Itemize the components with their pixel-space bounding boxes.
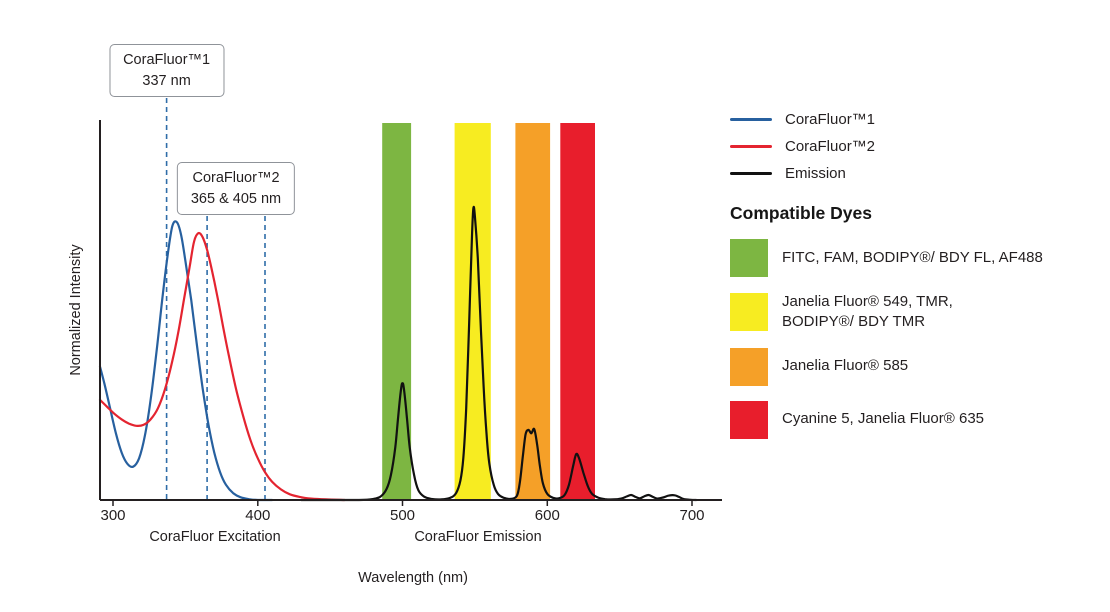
legend-label: Emission (785, 165, 846, 182)
dye-item-orange: Janelia Fluor® 585 (730, 347, 1106, 386)
x-tick-label: 400 (245, 507, 271, 524)
dye-item-yellow: Janelia Fluor® 549, TMR, BODIPY®/ BDY TM… (730, 292, 1106, 333)
compatible-dyes-heading: Compatible Dyes (730, 203, 872, 223)
side-panel: CoraFluor™1 CoraFluor™2 Emission Compati… (730, 106, 1106, 439)
x-tick-label: 600 (534, 507, 560, 524)
legend-label: CoraFluor™2 (785, 138, 876, 155)
annotation-title: CoraFluor™1 (123, 52, 211, 68)
legend-label: CoraFluor™1 (785, 111, 876, 128)
dye-color-swatch-red (730, 400, 768, 439)
legend-line-swatch-red (730, 145, 772, 148)
annotation-wavelength: 337 nm (142, 72, 191, 89)
dye-label: Janelia Fluor® 585 (782, 357, 909, 375)
dye-item-green: FITC, FAM, BODIPY®/ BDY FL, AF488 (730, 239, 1106, 277)
x-axis-label: Wavelength (nm) (358, 570, 468, 586)
x-tick-label: 300 (100, 507, 126, 524)
x-axis-sublabel-excitation: CoraFluor Excitation (149, 529, 281, 545)
legend-item-corafluor1: CoraFluor™1 (730, 106, 1106, 133)
legend-item-corafluor2: CoraFluor™2 (730, 133, 1106, 160)
legend-line-swatch-blue (730, 118, 772, 121)
legend-item-emission: Emission (730, 160, 1106, 187)
x-tick-label: 700 (679, 507, 705, 524)
emission-band-orange (515, 123, 551, 500)
series-corafluor1 (98, 220, 274, 502)
y-axis-label: Normalized Intensity (68, 244, 84, 376)
dye-label: FITC, FAM, BODIPY®/ BDY FL, AF488 (782, 248, 1043, 266)
emission-band-red (560, 123, 595, 500)
x-tick-label: 500 (389, 507, 416, 524)
dye-label: Janelia Fluor® 549, TMR, BODIPY®/ BDY TM… (782, 293, 953, 331)
series-corafluor2 (98, 231, 346, 502)
series-emission (300, 205, 698, 502)
x-axis-sublabel-emission: CoraFluor Emission (414, 529, 542, 545)
annotation-title: CoraFluor™2 (192, 170, 280, 186)
annotation-wavelength: 365 & 405 nm (190, 190, 282, 207)
dye-label: Cyanine 5, Janelia Fluor® 635 (782, 410, 985, 428)
annotation-callout-corafluor2: CoraFluor™2 365 & 405 nm (176, 162, 296, 216)
annotation-callout-corafluor1: CoraFluor™1 337 nm (109, 44, 225, 98)
emission-band-yellow (454, 123, 491, 500)
dye-item-red: Cyanine 5, Janelia Fluor® 635 (730, 400, 1106, 439)
dye-color-swatch-orange (730, 347, 768, 386)
dye-color-swatch-green (730, 239, 768, 277)
dye-color-swatch-yellow (730, 293, 768, 332)
legend-line-swatch-black (730, 172, 772, 175)
legend: CoraFluor™1 CoraFluor™2 Emission (730, 106, 1106, 187)
